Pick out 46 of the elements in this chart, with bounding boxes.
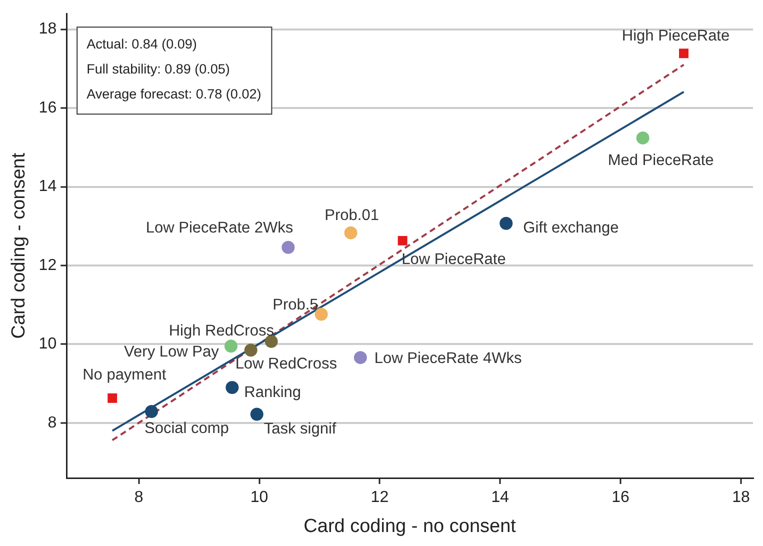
- annotation: High PieceRate: [622, 28, 730, 45]
- y-tick-label: 18: [38, 20, 57, 38]
- annotation: Prob.01: [324, 207, 379, 224]
- annotation: Very Low Pay: [124, 343, 220, 360]
- point: [264, 334, 278, 348]
- annotation: Actual: 0.84 (0.09): [86, 36, 197, 52]
- x-tick-label: 16: [612, 489, 630, 506]
- x-tick-label: 14: [491, 489, 510, 506]
- annotation: Average forecast: 0.78 (0.02): [86, 86, 262, 102]
- point: [250, 408, 264, 421]
- point: [636, 131, 650, 144]
- annotation: Low PieceRate 2Wks: [146, 220, 294, 237]
- point: [226, 380, 239, 394]
- point: [679, 48, 688, 58]
- point: [500, 216, 513, 230]
- point: [282, 240, 295, 254]
- point: [244, 344, 258, 357]
- point: [224, 340, 238, 353]
- annotation: Low PieceRate 4Wks: [374, 350, 522, 367]
- y-tick-label: 12: [38, 256, 57, 274]
- annotation: Prob.5: [272, 296, 318, 314]
- annotation: Task signif: [264, 420, 337, 438]
- annotation: Low PieceRate: [402, 250, 506, 268]
- y-axis-title: Card coding - consent: [8, 152, 30, 339]
- x-axis-title: Card coding - no consent: [304, 516, 517, 537]
- point: [144, 404, 158, 418]
- x-tick-label: 10: [250, 489, 268, 506]
- x-tick-label: 8: [134, 489, 144, 506]
- annotation: Social comp: [144, 420, 229, 437]
- point: [108, 393, 118, 403]
- y-tick-label: 14: [38, 178, 57, 196]
- point: [344, 226, 358, 240]
- annotation: Med PieceRate: [608, 152, 714, 170]
- point: [398, 236, 408, 246]
- x-tick-label: 12: [370, 489, 389, 506]
- annotation: Gift exchange: [523, 220, 619, 237]
- point: [354, 351, 367, 364]
- annotation: No payment: [82, 366, 167, 384]
- y-tick-label: 8: [48, 414, 57, 432]
- annotation: Low RedCross: [235, 356, 338, 373]
- y-tick-label: 16: [38, 99, 57, 116]
- y-tick-label: 10: [38, 336, 57, 353]
- annotation: High RedCross: [168, 322, 274, 340]
- annotation: Full stability: 0.89 (0.05): [86, 61, 230, 76]
- annotation: Ranking: [244, 384, 302, 401]
- x-tick-label: 18: [732, 489, 750, 506]
